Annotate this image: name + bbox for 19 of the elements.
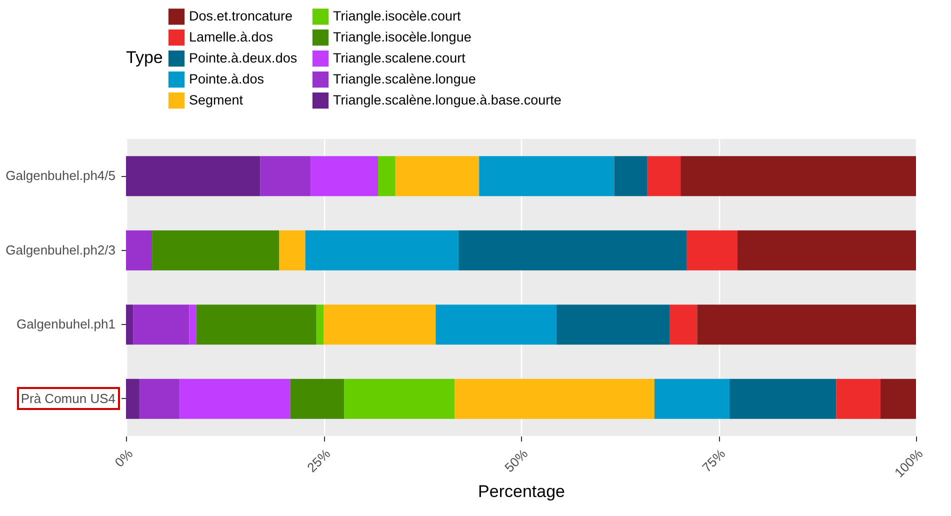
y-tick-label: Galgenbuhel.ph2/3 bbox=[6, 242, 116, 258]
legend-label: Triangle.scalène.longue bbox=[333, 72, 476, 86]
legend-label: Pointe.à.dos bbox=[189, 72, 264, 86]
legend-label: Segment bbox=[189, 92, 244, 108]
legend-label: Triangle.isocèle.court bbox=[333, 8, 462, 24]
legend-label: Triangle.isocèle.longue bbox=[333, 30, 472, 44]
legend-label: Triangle.scalene.court bbox=[333, 50, 466, 66]
legend-label: Pointe.à.deux.dos bbox=[189, 50, 298, 66]
x-tick-label: 75% bbox=[699, 446, 728, 476]
y-tick-label: Galgenbuhel.ph1 bbox=[16, 316, 116, 332]
legend-label: Dos.et.troncature bbox=[189, 8, 293, 24]
x-tick-label: 0% bbox=[112, 446, 136, 470]
y-tick-label: Galgenbuhel.ph4/5 bbox=[6, 168, 116, 184]
x-axis-title: Percentage bbox=[478, 482, 565, 502]
legend-title: Type bbox=[126, 48, 163, 67]
legend-label: Lamelle.à.dos bbox=[189, 30, 274, 44]
y-tick-label: Prà Comun US4 bbox=[20, 390, 116, 406]
legend-label: Triangle.scalène.longue.à.base.courte bbox=[333, 92, 562, 108]
x-tick-label: 50% bbox=[502, 446, 531, 476]
